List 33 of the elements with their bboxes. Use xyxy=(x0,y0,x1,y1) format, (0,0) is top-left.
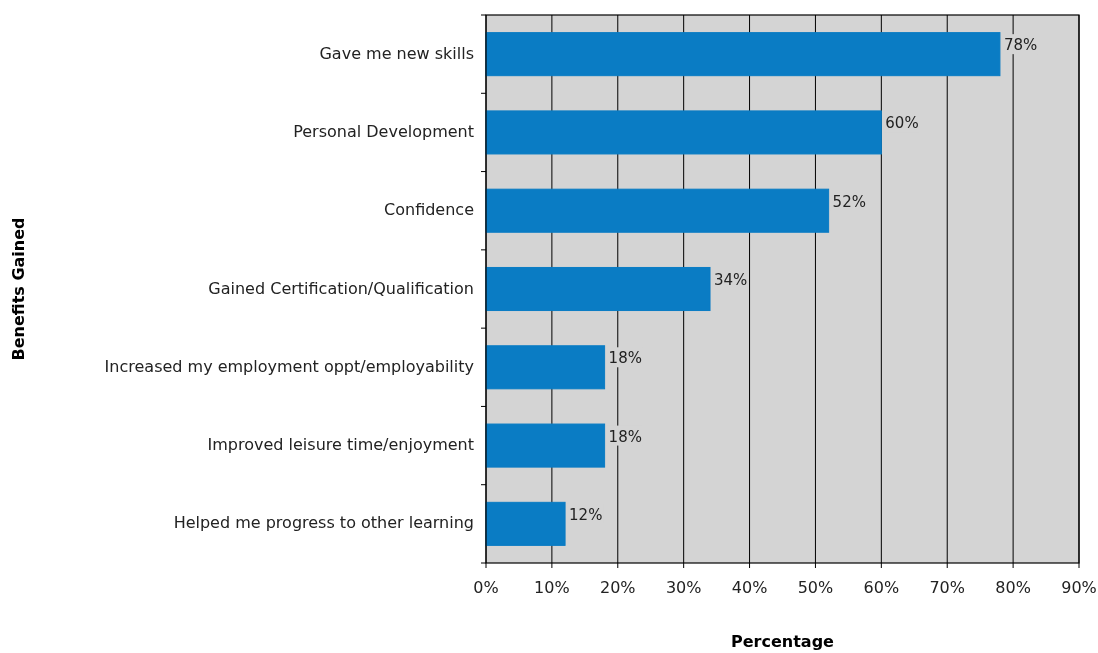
data-label: 60% xyxy=(885,114,919,133)
data-label: 34% xyxy=(714,271,748,289)
x-tick-label: 90% xyxy=(1061,578,1097,597)
data-label: 52% xyxy=(832,192,866,211)
x-tick-label: 40% xyxy=(731,578,768,597)
x-tick-label: 60% xyxy=(863,578,900,597)
x-tick-label: 0% xyxy=(473,578,499,597)
bar xyxy=(485,188,830,233)
x-tick-label: 20% xyxy=(600,578,636,597)
data-label: 18% xyxy=(608,349,642,368)
x-tick-label: 50% xyxy=(797,578,834,597)
y-tick-label: Confidence xyxy=(384,200,474,220)
y-tick-label: Increased my employment oppt/employability xyxy=(104,356,474,376)
data-label: 12% xyxy=(569,505,603,524)
bar xyxy=(485,501,566,546)
bar xyxy=(485,32,1001,77)
x-axis-title: Percentage xyxy=(731,632,835,651)
y-tick-label: Personal Development xyxy=(293,121,474,141)
data-label: 18% xyxy=(608,427,642,446)
y-axis-title: Benefits Gained xyxy=(9,217,28,361)
data-label: 78% xyxy=(1003,36,1038,55)
bar xyxy=(485,423,606,468)
bar xyxy=(485,266,711,312)
x-tick-label: 70% xyxy=(929,578,965,597)
y-tick-label: Helped me progress to other learning xyxy=(173,513,474,533)
x-tick-label: 30% xyxy=(665,578,702,597)
bar xyxy=(485,110,882,155)
y-tick-label: Gained Certification/Qualification xyxy=(208,278,474,298)
x-tick-label: 80% xyxy=(995,578,1031,597)
bar xyxy=(485,345,606,390)
y-tick-label: Improved leisure time/enjoyment xyxy=(207,435,474,455)
x-tick-label: 10% xyxy=(534,578,570,597)
y-tick-label: Gave me new skills xyxy=(319,43,474,63)
